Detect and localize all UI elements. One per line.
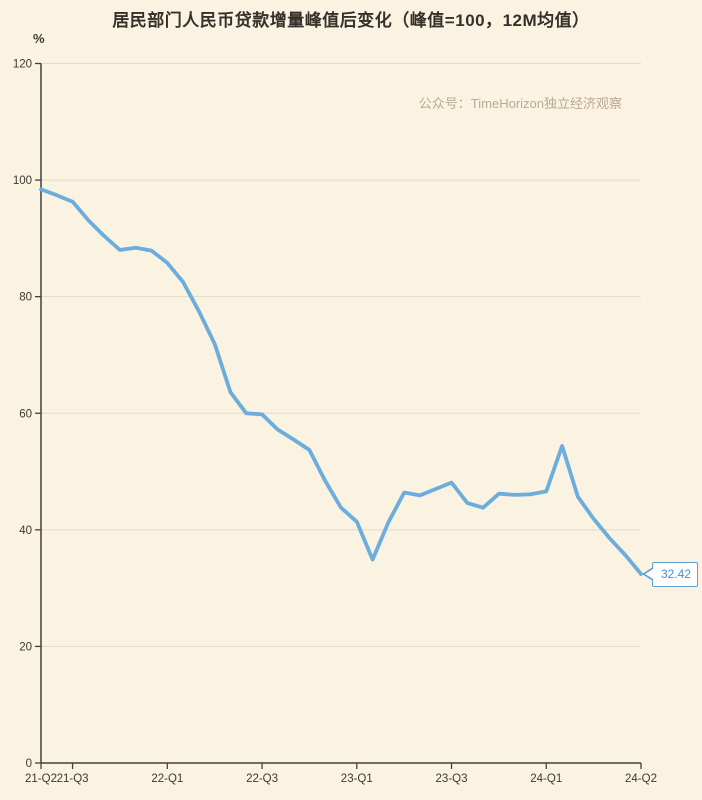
callout-value: 32.42 xyxy=(661,567,692,582)
x-tick-label: 21-Q3 xyxy=(57,773,89,785)
x-tick-label: 21-Q2 xyxy=(25,773,57,785)
y-tick-label: 120 xyxy=(13,59,32,71)
x-tick-label: 22-Q3 xyxy=(246,773,278,785)
x-tick-label: 23-Q3 xyxy=(436,773,468,785)
y-tick-label: 40 xyxy=(19,525,32,537)
y-tick-label: 100 xyxy=(13,175,32,187)
x-tick-label: 22-Q1 xyxy=(151,773,183,785)
x-axis-ticks: 21-Q2 21-Q3 22-Q1 22-Q3 23-Q1 23-Q3 24-Q1 24-Q2 xyxy=(25,763,657,785)
value-callout: 32.42 xyxy=(641,561,699,587)
y-tick-label: 0 xyxy=(26,758,32,770)
y-tick-label: 60 xyxy=(19,408,32,420)
x-tick-label: 23-Q1 xyxy=(341,773,373,785)
y-tick-label: 20 xyxy=(19,641,32,653)
series-line xyxy=(39,187,643,576)
chart-title: 居民部门人民币贷款增量峰值后变化（峰值=100，12M均值） xyxy=(112,11,590,30)
y-tick-label: 80 xyxy=(19,292,32,304)
y-axis-unit-label: % xyxy=(33,31,45,46)
gridlines xyxy=(41,63,641,647)
y-axis-ticks: 0 20 40 60 80 100 120 xyxy=(13,59,41,770)
x-tick-label: 24-Q2 xyxy=(625,773,657,785)
x-tick-label: 24-Q1 xyxy=(530,773,562,785)
watermark: 公众号：TimeHorizon独立经济观察 xyxy=(418,96,622,111)
